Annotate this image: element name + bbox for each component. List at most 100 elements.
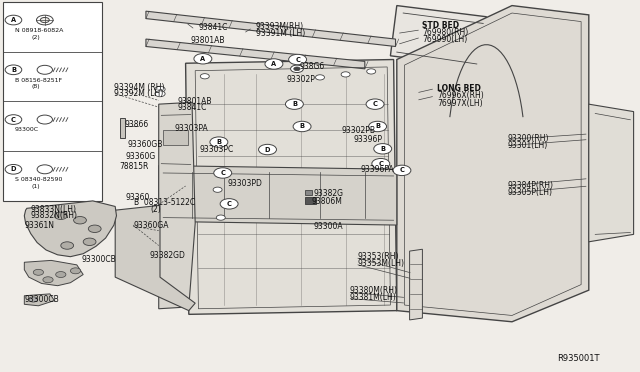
Text: 93302P: 93302P bbox=[287, 76, 316, 84]
Text: 93353(RH): 93353(RH) bbox=[357, 252, 399, 261]
Text: B  08313-5122C: B 08313-5122C bbox=[134, 198, 196, 207]
Text: 93801AB: 93801AB bbox=[178, 97, 212, 106]
Text: B: B bbox=[11, 67, 16, 73]
Text: 93353M(LH): 93353M(LH) bbox=[357, 259, 404, 268]
Text: B: B bbox=[292, 101, 297, 107]
Circle shape bbox=[37, 165, 52, 174]
Circle shape bbox=[367, 69, 376, 74]
Text: 93393M(RH): 93393M(RH) bbox=[256, 22, 304, 31]
Circle shape bbox=[74, 217, 86, 224]
Polygon shape bbox=[115, 205, 195, 311]
Text: C: C bbox=[11, 116, 16, 122]
Text: C: C bbox=[227, 201, 232, 207]
Text: 93303PA: 93303PA bbox=[174, 124, 208, 133]
Text: 93392M (LH): 93392M (LH) bbox=[114, 89, 163, 98]
Text: 76997X(LH): 76997X(LH) bbox=[437, 99, 483, 108]
Text: 93360: 93360 bbox=[125, 193, 150, 202]
Text: C: C bbox=[220, 170, 225, 176]
Circle shape bbox=[316, 75, 324, 80]
Text: B: B bbox=[216, 139, 221, 145]
Text: R935001T: R935001T bbox=[557, 355, 599, 363]
Text: 93380M(RH): 93380M(RH) bbox=[349, 286, 397, 295]
Text: B 08156-8251F: B 08156-8251F bbox=[15, 78, 62, 83]
Text: 93302PB: 93302PB bbox=[341, 126, 375, 135]
Circle shape bbox=[155, 86, 165, 92]
Text: B: B bbox=[300, 124, 305, 129]
Circle shape bbox=[40, 17, 49, 23]
Circle shape bbox=[393, 165, 411, 176]
Text: 93384P(RH): 93384P(RH) bbox=[508, 181, 554, 190]
Text: (1): (1) bbox=[32, 184, 40, 189]
Circle shape bbox=[88, 225, 101, 232]
Circle shape bbox=[29, 297, 38, 302]
Polygon shape bbox=[146, 39, 365, 69]
Text: (2): (2) bbox=[32, 35, 41, 40]
Text: 93394M (RH): 93394M (RH) bbox=[114, 83, 164, 92]
Text: 93391M (LH): 93391M (LH) bbox=[256, 29, 305, 38]
Circle shape bbox=[369, 121, 387, 132]
Circle shape bbox=[54, 212, 67, 219]
Circle shape bbox=[374, 144, 392, 154]
Circle shape bbox=[155, 91, 165, 97]
Circle shape bbox=[37, 115, 52, 124]
Circle shape bbox=[291, 65, 303, 73]
Circle shape bbox=[36, 15, 53, 25]
Text: 93833N(LH): 93833N(LH) bbox=[30, 205, 76, 214]
Text: A: A bbox=[271, 61, 276, 67]
Circle shape bbox=[341, 72, 350, 77]
Circle shape bbox=[293, 121, 311, 132]
Text: 93300CB: 93300CB bbox=[82, 255, 116, 264]
Text: 93360GA: 93360GA bbox=[133, 221, 168, 230]
Circle shape bbox=[70, 268, 81, 274]
Polygon shape bbox=[24, 260, 83, 286]
Circle shape bbox=[372, 158, 390, 169]
Text: 93303PC: 93303PC bbox=[200, 145, 234, 154]
Polygon shape bbox=[186, 60, 397, 314]
Circle shape bbox=[366, 99, 384, 109]
Text: 93303PD: 93303PD bbox=[228, 179, 262, 187]
Text: C: C bbox=[399, 167, 404, 173]
Circle shape bbox=[5, 115, 22, 124]
Circle shape bbox=[5, 65, 22, 75]
FancyBboxPatch shape bbox=[163, 130, 188, 145]
Circle shape bbox=[210, 137, 228, 147]
Circle shape bbox=[265, 59, 283, 69]
Text: 93361N: 93361N bbox=[24, 221, 54, 230]
Circle shape bbox=[216, 215, 225, 220]
Text: C: C bbox=[372, 101, 378, 107]
FancyBboxPatch shape bbox=[305, 190, 312, 195]
Polygon shape bbox=[397, 6, 589, 322]
Text: 93300(RH): 93300(RH) bbox=[508, 134, 549, 143]
Circle shape bbox=[200, 74, 209, 79]
Circle shape bbox=[220, 199, 238, 209]
Text: 93382G: 93382G bbox=[314, 189, 344, 198]
Text: D: D bbox=[11, 166, 16, 172]
Text: N 08918-6082A: N 08918-6082A bbox=[15, 28, 63, 33]
Text: 93300A: 93300A bbox=[314, 222, 343, 231]
Text: 93360GB: 93360GB bbox=[128, 140, 163, 149]
Text: B: B bbox=[380, 146, 385, 152]
Text: 93396PA: 93396PA bbox=[361, 165, 395, 174]
Polygon shape bbox=[24, 201, 116, 257]
Text: C: C bbox=[378, 161, 383, 167]
Text: B: B bbox=[375, 124, 380, 129]
Circle shape bbox=[289, 54, 307, 65]
Circle shape bbox=[33, 269, 44, 275]
Text: 938G6: 938G6 bbox=[300, 62, 324, 71]
Text: 93300CB: 93300CB bbox=[24, 295, 59, 304]
Circle shape bbox=[61, 242, 74, 249]
Polygon shape bbox=[589, 104, 634, 242]
Polygon shape bbox=[159, 166, 397, 225]
Text: D: D bbox=[265, 147, 270, 153]
Text: 93841C: 93841C bbox=[198, 23, 228, 32]
Text: 93381M(LH): 93381M(LH) bbox=[349, 293, 396, 302]
Text: 76996X(RH): 76996X(RH) bbox=[437, 92, 484, 100]
Text: 93300C: 93300C bbox=[15, 128, 39, 132]
Text: A: A bbox=[200, 56, 205, 62]
Polygon shape bbox=[390, 6, 486, 67]
Circle shape bbox=[5, 15, 22, 25]
Text: S 08340-82590: S 08340-82590 bbox=[15, 177, 62, 182]
Polygon shape bbox=[120, 118, 125, 138]
Circle shape bbox=[214, 168, 232, 178]
Text: 93382GD: 93382GD bbox=[149, 251, 185, 260]
